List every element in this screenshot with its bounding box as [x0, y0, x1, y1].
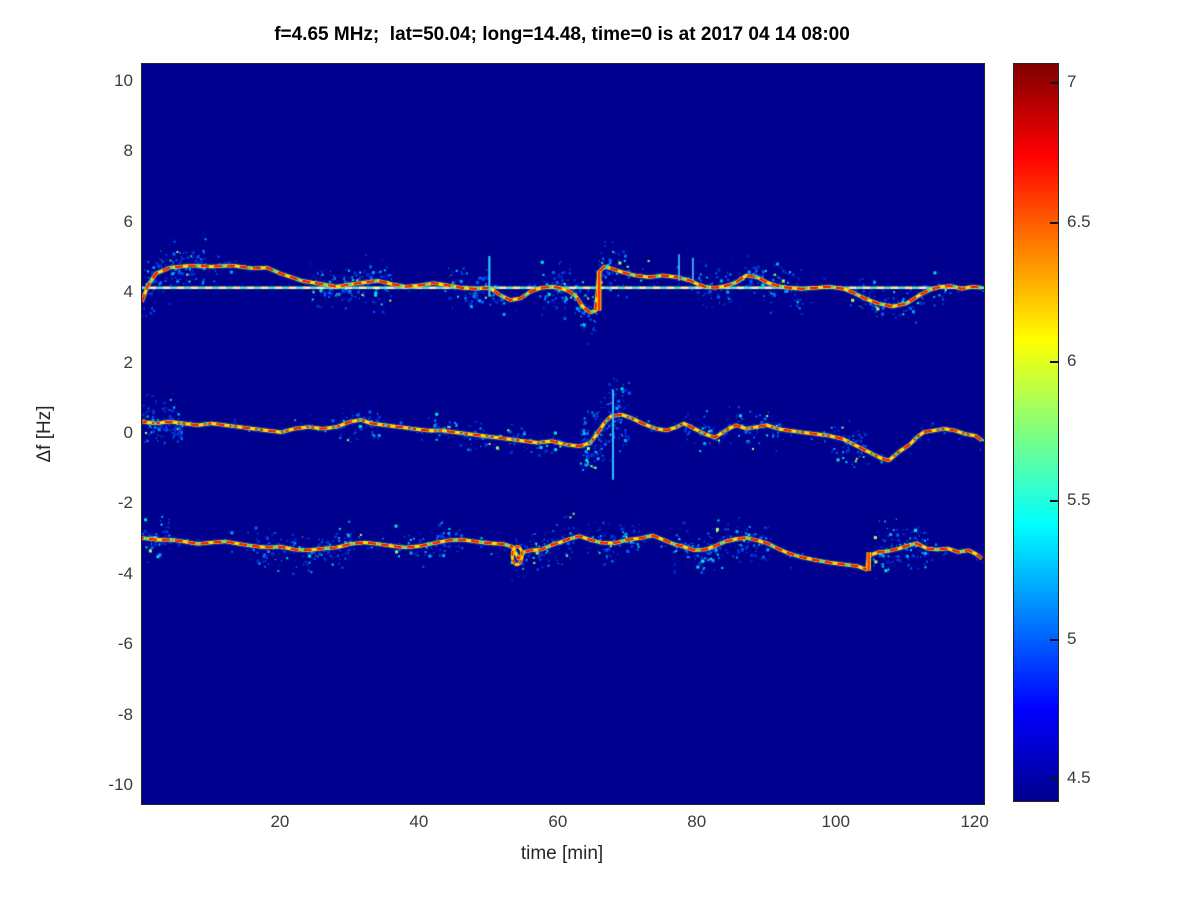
- colorbar-tick-mark-7: [1050, 82, 1058, 85]
- spectrogram-plot-area: [141, 63, 985, 805]
- y-tick-6: 6: [123, 211, 133, 231]
- x-axis-label: time [min]: [520, 843, 604, 864]
- spectrogram-canvas: [142, 64, 984, 804]
- y-tick-4: 4: [123, 282, 133, 302]
- colorbar-tick-label-7: 7: [1067, 72, 1077, 92]
- chart-title: f=4.65 MHz; lat=50.04; long=14.48, time=…: [274, 24, 850, 45]
- y-axis-label: Δf [Hz]: [34, 405, 55, 463]
- y-tick-0: 0: [123, 423, 133, 442]
- colorbar-tick-label-4.5: 4.5: [1067, 767, 1091, 787]
- y-tick-2: 2: [123, 352, 133, 372]
- y-tick-10: 10: [114, 70, 133, 90]
- x-tick-60: 60: [548, 812, 568, 831]
- colorbar-gradient: [1014, 64, 1058, 801]
- colorbar: [1013, 63, 1059, 802]
- x-tick-80: 80: [687, 812, 707, 831]
- x-tick-120: 120: [960, 812, 989, 831]
- colorbar-tick-label-5: 5: [1067, 628, 1077, 648]
- colorbar-tick-mark-5.5: [1050, 499, 1058, 502]
- x-tick-100: 100: [821, 812, 850, 831]
- colorbar-tick-label-5.5: 5.5: [1067, 489, 1091, 509]
- colorbar-tick-label-6.5: 6.5: [1067, 211, 1091, 231]
- y-tick--10: -10: [108, 775, 133, 795]
- colorbar-tick-label-6: 6: [1067, 350, 1077, 370]
- y-tick-8: 8: [123, 141, 133, 161]
- y-tick--8: -8: [117, 704, 133, 724]
- colorbar-tick-mark-5: [1050, 638, 1058, 641]
- colorbar-tick-mark-6: [1050, 360, 1058, 363]
- colorbar-tick-mark-6.5: [1050, 221, 1058, 224]
- y-tick--6: -6: [117, 634, 133, 654]
- x-tick-20: 20: [270, 812, 290, 831]
- colorbar-tick-mark-4.5: [1050, 777, 1058, 780]
- x-tick-40: 40: [409, 812, 429, 831]
- y-tick--2: -2: [117, 493, 133, 513]
- y-tick--4: -4: [117, 563, 133, 583]
